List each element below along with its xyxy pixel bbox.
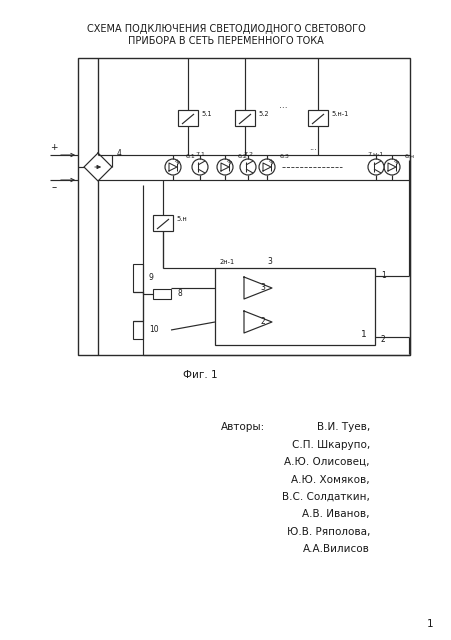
Text: А.Ю. Хомяков,: А.Ю. Хомяков, [291,474,369,484]
Text: А.А.Вилисов: А.А.Вилисов [303,545,369,554]
Text: Авторы:: Авторы: [220,422,264,432]
Circle shape [367,159,383,175]
Text: ...: ... [308,143,316,152]
Bar [307,110,327,126]
Text: 8: 8 [178,289,182,298]
Circle shape [383,159,399,175]
Text: 1: 1 [380,271,385,280]
Text: 6.1: 6.1 [186,154,195,159]
Circle shape [239,159,255,175]
Text: С.П. Шкарупо,: С.П. Шкарупо, [291,440,369,449]
Text: 2: 2 [380,335,385,344]
Text: 5.н: 5.н [175,216,186,222]
Bar [152,215,173,231]
Circle shape [216,159,232,175]
Text: ...: ... [278,102,287,111]
Text: А.Ю. Олисовец,: А.Ю. Олисовец, [284,457,369,467]
Text: 7.1: 7.1 [195,152,204,157]
Text: 6.2: 6.2 [238,154,247,159]
Text: 5.н-1: 5.н-1 [330,111,347,117]
Text: 2н-1: 2н-1 [220,259,235,265]
Bar [133,264,143,292]
Text: 5.1: 5.1 [201,111,211,117]
Text: В.С. Солдаткин,: В.С. Солдаткин, [281,492,369,502]
Text: В.И. Туев,: В.И. Туев, [316,422,369,432]
Bar [133,321,143,339]
Circle shape [192,159,207,175]
Text: 3: 3 [267,257,272,266]
Text: 4: 4 [117,148,122,157]
Circle shape [258,159,274,175]
Text: 6.н: 6.н [404,154,414,159]
Text: 2: 2 [260,317,265,326]
Text: 6.3: 6.3 [279,154,289,159]
Circle shape [165,159,180,175]
Text: 1: 1 [426,619,433,629]
Text: 3: 3 [260,284,265,292]
Text: СХЕМА ПОДКЛЮЧЕНИЯ СВЕТОДИОДНОГО СВЕТОВОГО: СХЕМА ПОДКЛЮЧЕНИЯ СВЕТОДИОДНОГО СВЕТОВОГ… [87,24,364,34]
Text: +: + [50,143,58,152]
Text: 7.2: 7.2 [243,152,253,157]
Text: 9: 9 [149,273,153,282]
Bar [235,110,254,126]
Bar [152,289,170,299]
Bar [78,58,409,355]
Text: Ю.В. Ряполова,: Ю.В. Ряполова, [286,527,369,537]
Text: ПРИБОРА В СЕТЬ ПЕРЕМЕННОГО ТОКА: ПРИБОРА В СЕТЬ ПЕРЕМЕННОГО ТОКА [128,36,323,46]
Text: 5.2: 5.2 [258,111,268,117]
Text: Фиг. 1: Фиг. 1 [182,370,217,380]
Bar [215,268,374,345]
Text: А.В. Иванов,: А.В. Иванов, [302,509,369,520]
Text: 7.н-1: 7.н-1 [367,152,383,157]
Text: –: – [51,182,56,192]
Text: 10: 10 [149,326,158,335]
Text: 1: 1 [360,330,366,339]
Bar [178,110,198,126]
